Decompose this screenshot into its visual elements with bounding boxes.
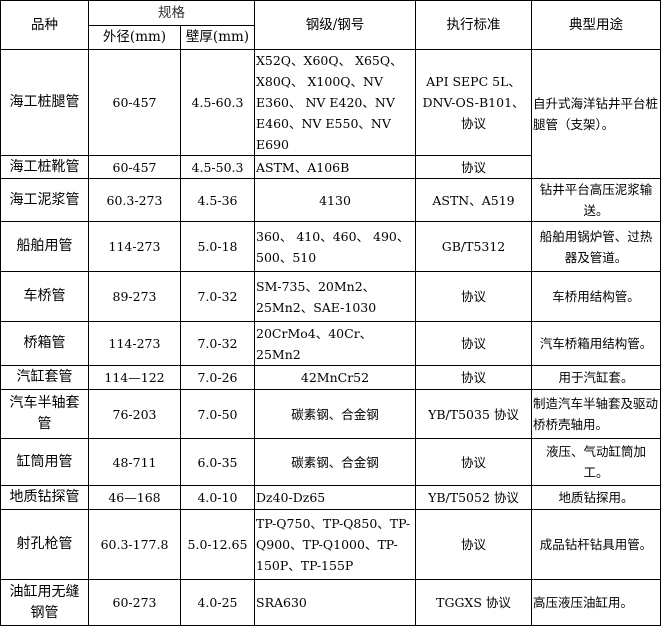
- table-row: 海工泥浆管 60.3-273 4.5-36 4130 ASTN、A519 钻井平…: [0, 178, 661, 222]
- cell-standard: 协议: [415, 321, 532, 366]
- table-row: 汽缸套管 114—122 7.0-26 42MnCr52 协议 用于汽缸套。: [0, 365, 661, 390]
- cell-wall: 4.5-36: [180, 178, 255, 222]
- cell-usage: 钻井平台高压泥浆输送。: [531, 178, 661, 222]
- cell-od: 114—122: [88, 365, 181, 390]
- cell-usage: 自升式海洋钻井平台桩腿管（支架）。: [531, 49, 661, 179]
- cell-usage: 船舶用锅炉管、过热器及管道。: [531, 221, 661, 272]
- table-row: 海工桩靴管 60-457 4.5-50.3 ASTM、A106B 协议: [0, 155, 661, 179]
- cell-od: 48-711: [88, 438, 181, 486]
- cell-standard: 协议: [415, 155, 532, 179]
- cell-wall: 4.0-25: [180, 579, 255, 626]
- cell-standard: API SEPC 5L、DNV-OS-B101、协议: [415, 49, 532, 156]
- cell-standard: YB/T5035 协议: [415, 389, 532, 439]
- cell-grade: Dz40-Dz65: [254, 485, 416, 510]
- header-variety: 品种: [0, 0, 89, 50]
- cell-name: 缸筒用管: [0, 438, 89, 486]
- cell-grade: ASTM、A106B: [254, 155, 416, 179]
- cell-od: 60-457: [88, 155, 181, 179]
- cell-wall: 5.0-12.65: [180, 509, 255, 580]
- cell-name: 海工桩腿管: [0, 49, 89, 156]
- cell-standard: ASTN、A519: [415, 178, 532, 222]
- cell-od: 60-457: [88, 49, 181, 156]
- cell-name: 油缸用无缝钢管: [0, 579, 89, 626]
- cell-od: 60.3-177.8: [88, 509, 181, 580]
- table-row: 海工桩腿管 60-457 4.5-60.3 X52Q、X60Q、 X65Q、X8…: [0, 49, 661, 179]
- cell-name: 海工泥浆管: [0, 178, 89, 222]
- cell-standard: GB/T5312: [415, 221, 532, 272]
- cell-usage: 汽车桥箱用结构管。: [531, 321, 661, 366]
- cell-usage: 用于汽缸套。: [531, 365, 661, 390]
- cell-standard: 协议: [415, 271, 532, 322]
- header-od: 外径(mm): [88, 25, 181, 50]
- cell-usage: 制造汽车半轴套及驱动桥桥壳轴用。: [531, 389, 661, 439]
- cell-usage: 液压、气动缸筒加工。: [531, 438, 661, 486]
- cell-grade: TP-Q750、TP-Q850、TP-Q900、TP-Q1000、TP-150P…: [254, 509, 416, 580]
- cell-standard: YB/T5052 协议: [415, 485, 532, 510]
- cell-od: 114-273: [88, 321, 181, 366]
- cell-wall: 4.5-60.3: [180, 49, 255, 156]
- cell-od: 114-273: [88, 221, 181, 272]
- cell-grade: SM-735、20Mn2、25Mn2、SAE-1030: [254, 271, 416, 322]
- table-row: 缸筒用管 48-711 6.0-35 碳素钢、合金钢 协议 液压、气动缸筒加工。: [0, 438, 661, 486]
- cell-od: 89-273: [88, 271, 181, 322]
- cell-grade: 4130: [254, 178, 416, 222]
- cell-usage: 高压液压油缸用。: [531, 579, 661, 626]
- cell-grade: 20CrMo4、40Cr、25Mn2: [254, 321, 416, 366]
- cell-name: 射孔枪管: [0, 509, 89, 580]
- table-row: 车桥管 89-273 7.0-32 SM-735、20Mn2、25Mn2、SAE…: [0, 271, 661, 322]
- cell-usage: 车桥用结构管。: [531, 271, 661, 322]
- table-row: 汽车半轴套管 76-203 7.0-50 碳素钢、合金钢 YB/T5035 协议…: [0, 389, 661, 439]
- cell-name: 海工桩靴管: [0, 155, 89, 179]
- header-standard: 执行标准: [415, 0, 532, 50]
- cell-name: 地质钻探管: [0, 485, 89, 510]
- cell-grade: 碳素钢、合金钢: [254, 438, 416, 486]
- cell-grade: 42MnCr52: [254, 365, 416, 390]
- header-spec: 规格: [88, 0, 255, 26]
- cell-grade: 碳素钢、合金钢: [254, 389, 416, 439]
- cell-name: 汽车半轴套管: [0, 389, 89, 439]
- cell-od: 46—168: [88, 485, 181, 510]
- cell-wall: 7.0-32: [180, 271, 255, 322]
- cell-standard: 协议: [415, 365, 532, 390]
- table-row: 桥箱管 114-273 7.0-32 20CrMo4、40Cr、25Mn2 协议…: [0, 321, 661, 366]
- cell-od: 76-203: [88, 389, 181, 439]
- cell-wall: 6.0-35: [180, 438, 255, 486]
- cell-name: 车桥管: [0, 271, 89, 322]
- cell-standard: 协议: [415, 509, 532, 580]
- table-row: 船舶用管 114-273 5.0-18 360、 410、460、 490、50…: [0, 221, 661, 272]
- header-grade: 钢级/钢号: [254, 0, 416, 50]
- table-row: 油缸用无缝钢管 60-273 4.0-25 SRA630 TGGXS 协议 高压…: [0, 579, 661, 626]
- header-usage: 典型用途: [531, 0, 661, 50]
- cell-wall: 7.0-50: [180, 389, 255, 439]
- cell-wall: 4.5-50.3: [180, 155, 255, 179]
- cell-wall: 7.0-32: [180, 321, 255, 366]
- cell-grade: X52Q、X60Q、 X65Q、X80Q、 X100Q、NV E360、 NV …: [254, 49, 416, 156]
- cell-name: 船舶用管: [0, 221, 89, 272]
- table-row: 地质钻探管 46—168 4.0-10 Dz40-Dz65 YB/T5052 协…: [0, 485, 661, 510]
- cell-od: 60-273: [88, 579, 181, 626]
- cell-usage: 地质钻探用。: [531, 485, 661, 510]
- cell-grade: 360、 410、460、 490、500、510: [254, 221, 416, 272]
- cell-usage: 成品钻杆钻具用管。: [531, 509, 661, 580]
- cell-standard: 协议: [415, 438, 532, 486]
- cell-name: 汽缸套管: [0, 365, 89, 390]
- cell-standard: TGGXS 协议: [415, 579, 532, 626]
- cell-wall: 7.0-26: [180, 365, 255, 390]
- cell-wall: 5.0-18: [180, 221, 255, 272]
- cell-name: 桥箱管: [0, 321, 89, 366]
- cell-od: 60.3-273: [88, 178, 181, 222]
- cell-wall: 4.0-10: [180, 485, 255, 510]
- header-wall: 壁厚(mm): [180, 25, 255, 50]
- cell-grade: SRA630: [254, 579, 416, 626]
- table-row: 射孔枪管 60.3-177.8 5.0-12.65 TP-Q750、TP-Q85…: [0, 509, 661, 580]
